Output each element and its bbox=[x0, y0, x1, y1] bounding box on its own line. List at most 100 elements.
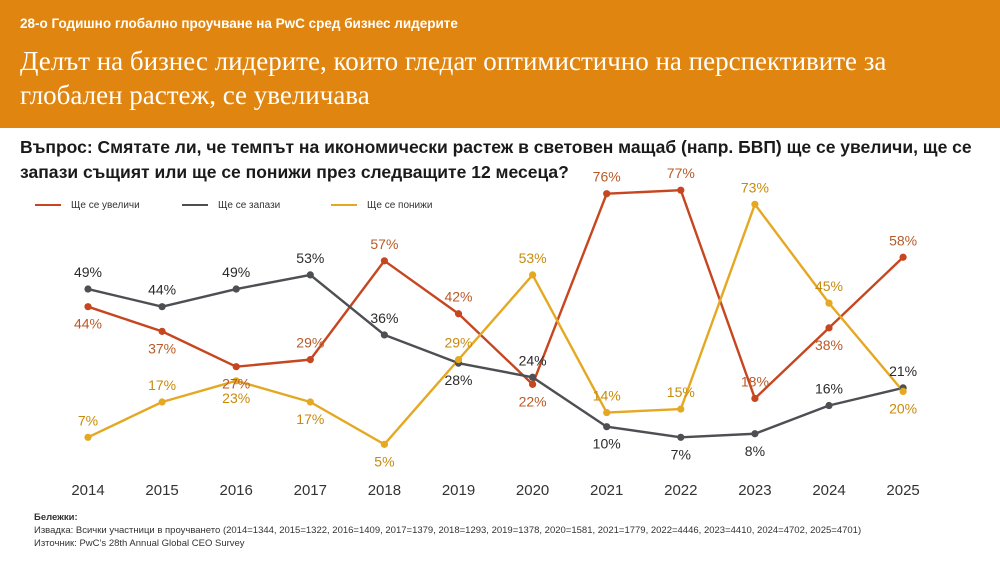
data-label-same: 24% bbox=[519, 352, 547, 368]
x-tick-label: 2025 bbox=[886, 482, 919, 499]
data-point-same bbox=[529, 373, 537, 381]
legend-label-increase: Ще се увеличи bbox=[71, 200, 140, 211]
data-point-same bbox=[603, 423, 611, 431]
data-label-decrease: 20% bbox=[889, 400, 917, 416]
data-label-increase: 29% bbox=[296, 335, 324, 351]
data-point-increase bbox=[751, 394, 759, 403]
x-tick-label: 2018 bbox=[368, 482, 401, 499]
data-label-decrease: 14% bbox=[593, 388, 621, 404]
data-label-decrease: 5% bbox=[374, 453, 394, 469]
data-point-decrease bbox=[751, 200, 759, 208]
data-label-decrease: 53% bbox=[519, 250, 547, 266]
survey-question: Въпрос: Смятате ли, че темпът на икономи… bbox=[20, 137, 972, 182]
data-label-decrease: 15% bbox=[667, 384, 695, 400]
data-label-decrease: 17% bbox=[148, 377, 176, 393]
x-tick-label: 2019 bbox=[442, 482, 475, 499]
legend-item-increase: Ще се увеличи bbox=[35, 200, 140, 211]
data-label-same: 7% bbox=[671, 446, 691, 462]
series-line-decrease bbox=[87, 203, 905, 446]
data-label-increase: 22% bbox=[519, 393, 547, 409]
data-label-same: 44% bbox=[148, 282, 176, 298]
x-tick-label: 2024 bbox=[812, 482, 845, 499]
data-point-decrease bbox=[454, 356, 463, 364]
legend-label-same: Ще се запази bbox=[218, 200, 281, 211]
data-point-same bbox=[751, 430, 759, 438]
report-supertitle: 28-о Годишно глобално проучване на PwC с… bbox=[20, 16, 458, 31]
data-label-increase: 18% bbox=[741, 373, 769, 389]
legend-swatch-increase bbox=[35, 204, 61, 207]
x-tick-label: 2023 bbox=[738, 482, 771, 499]
data-point-increase bbox=[380, 257, 388, 265]
data-label-same: 28% bbox=[444, 372, 472, 388]
data-point-same bbox=[84, 285, 92, 293]
data-point-decrease bbox=[825, 299, 833, 307]
legend-label-decrease: Ще се понижи bbox=[367, 200, 433, 211]
x-tick-label: 2020 bbox=[516, 482, 549, 499]
x-tick-label: 2021 bbox=[590, 482, 623, 499]
data-point-same bbox=[232, 285, 240, 293]
x-tick-label: 2022 bbox=[664, 482, 697, 499]
data-label-increase: 77% bbox=[667, 165, 695, 181]
notes-source: Източник: PwC’s 28th Annual Global CEO S… bbox=[34, 538, 245, 549]
chart-notes: Бележки: Извадка: Всички участници в про… bbox=[34, 511, 861, 550]
legend-item-same: Ще се запази bbox=[182, 200, 280, 211]
data-point-increase bbox=[899, 253, 907, 261]
x-tick-label: 2014 bbox=[71, 482, 104, 499]
data-label-same: 36% bbox=[370, 310, 398, 326]
data-point-increase bbox=[158, 327, 166, 335]
data-label-decrease: 7% bbox=[78, 412, 98, 428]
data-label-increase: 44% bbox=[74, 316, 102, 332]
data-label-increase: 27% bbox=[222, 376, 250, 392]
data-label-same: 49% bbox=[74, 264, 102, 280]
data-label-decrease: 45% bbox=[815, 278, 843, 294]
slide-title: Делът на бизнес лидерите, които гледат о… bbox=[20, 46, 887, 110]
data-label-same: 10% bbox=[593, 436, 621, 452]
data-label-increase: 76% bbox=[593, 169, 621, 185]
header-banner: 28-о Годишно глобално проучване на PwC с… bbox=[0, 0, 1000, 128]
data-point-decrease bbox=[158, 398, 166, 406]
data-label-decrease: 17% bbox=[296, 411, 324, 427]
series-line-increase bbox=[87, 188, 904, 400]
data-label-decrease: 73% bbox=[741, 179, 769, 195]
data-point-increase bbox=[454, 310, 463, 318]
data-point-decrease bbox=[232, 377, 240, 385]
data-point-decrease bbox=[306, 398, 314, 406]
notes-sample: Извадка: Всички участници в проучването … bbox=[34, 525, 862, 536]
data-point-decrease bbox=[603, 408, 611, 417]
legend-swatch-same bbox=[182, 204, 208, 207]
data-label-increase: 37% bbox=[148, 340, 176, 356]
data-point-same bbox=[677, 433, 685, 441]
data-point-increase bbox=[306, 356, 314, 364]
data-point-same bbox=[380, 331, 388, 339]
data-point-same bbox=[158, 303, 166, 311]
data-point-same bbox=[825, 401, 833, 410]
data-point-increase bbox=[603, 190, 611, 198]
data-point-increase bbox=[84, 303, 92, 311]
data-point-decrease bbox=[899, 387, 907, 395]
data-label-same: 49% bbox=[222, 264, 250, 280]
data-point-increase bbox=[529, 380, 537, 388]
legend-item-decrease: Ще се понижи bbox=[331, 200, 432, 211]
data-label-same: 8% bbox=[745, 443, 765, 459]
x-tick-label: 2016 bbox=[220, 482, 253, 499]
data-point-increase bbox=[677, 186, 685, 194]
data-point-decrease bbox=[84, 433, 92, 441]
data-label-increase: 38% bbox=[815, 337, 843, 353]
data-point-decrease bbox=[677, 405, 685, 413]
data-label-increase: 58% bbox=[889, 232, 917, 248]
data-point-increase bbox=[825, 324, 833, 332]
data-point-same bbox=[306, 271, 314, 279]
data-label-same: 16% bbox=[815, 381, 843, 397]
x-tick-label: 2017 bbox=[294, 482, 327, 499]
data-label-same: 21% bbox=[889, 363, 917, 379]
data-label-increase: 57% bbox=[370, 236, 398, 252]
data-label-increase: 42% bbox=[444, 289, 472, 305]
x-tick-label: 2015 bbox=[145, 482, 178, 499]
series-line-same bbox=[87, 273, 904, 439]
data-label-same: 53% bbox=[296, 250, 324, 266]
notes-heading: Бележки: bbox=[34, 512, 78, 523]
data-point-decrease bbox=[529, 271, 537, 279]
data-label-decrease: 23% bbox=[222, 390, 250, 406]
legend-swatch-decrease bbox=[331, 204, 357, 207]
